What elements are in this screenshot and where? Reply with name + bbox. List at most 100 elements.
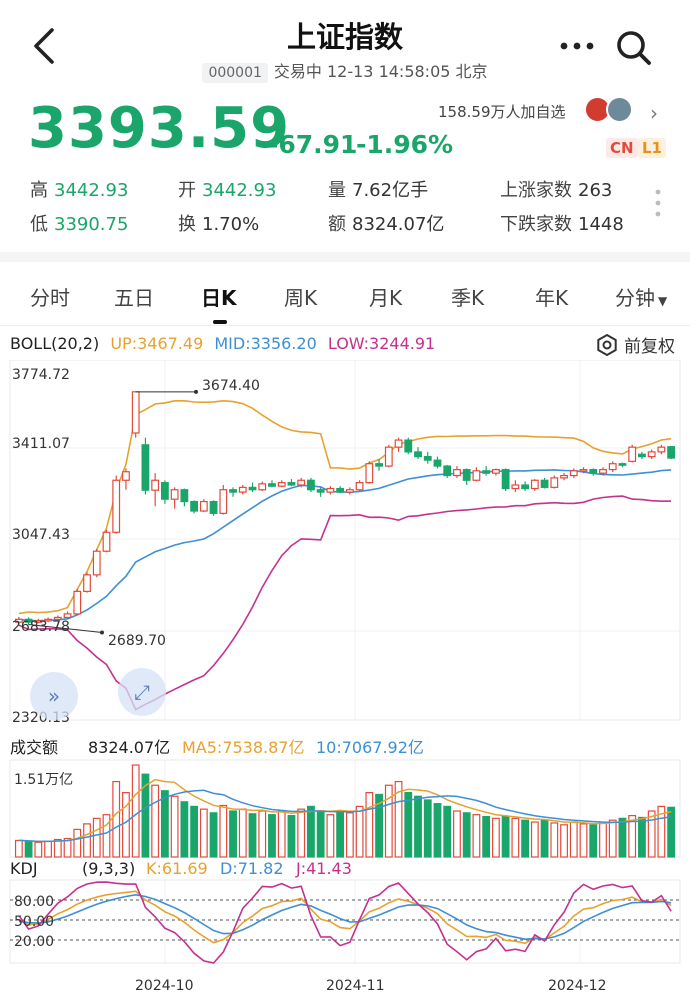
candle xyxy=(14,618,23,623)
min-price-label: 2689.70 xyxy=(108,633,166,649)
boll-legend[interactable]: BOLL(20,2) UP:3467.49 MID:3356.20 LOW:32… xyxy=(10,334,435,353)
volume-bar xyxy=(404,792,413,858)
tab-quarterly-k[interactable]: 季K xyxy=(451,286,485,310)
candle xyxy=(550,477,559,488)
back-arrow-icon[interactable] xyxy=(26,26,62,66)
boll-name: BOLL(20,2) xyxy=(10,334,100,353)
volume-bar xyxy=(44,840,52,858)
volume-bar xyxy=(316,810,325,858)
volume-ma5-line xyxy=(18,778,672,843)
kdj-k-line xyxy=(18,890,672,945)
volume-bar xyxy=(190,805,199,858)
volume-amount-value: 8324.07亿 xyxy=(88,738,170,757)
volume-bar xyxy=(63,838,72,858)
volume-bar xyxy=(131,764,140,858)
adjust-toggle[interactable]: 前复权 xyxy=(596,332,675,357)
followers-count[interactable]: 158.59万人加自选 xyxy=(438,103,566,121)
volume-bar xyxy=(550,822,559,858)
kline-chart[interactable]: 3774.72 3411.07 3047.43 2683.78 2320.13 … xyxy=(0,360,690,1000)
volume-bar xyxy=(248,813,257,858)
candle xyxy=(141,444,150,491)
tab-five-day[interactable]: 五日 xyxy=(114,286,154,310)
candle xyxy=(83,574,91,593)
volume-bar xyxy=(375,793,383,858)
volume-bar xyxy=(102,814,111,858)
candle xyxy=(336,487,345,493)
volume-bar xyxy=(647,810,656,858)
period-tabs: 分时 五日 日K 周K 月K 季K 年K 分钟 ▼ xyxy=(0,270,690,324)
volume-bar xyxy=(569,821,578,858)
l1-quote-tag: L1 xyxy=(638,138,666,158)
candle xyxy=(34,620,43,623)
volume-bar xyxy=(336,810,345,858)
volume-bar xyxy=(579,823,588,858)
more-dots-icon[interactable] xyxy=(558,38,598,54)
candle xyxy=(375,463,383,467)
candle xyxy=(443,465,452,477)
expand-stats-icon[interactable] xyxy=(654,188,662,218)
x-tick-label: 2024-10 xyxy=(135,978,194,994)
candle xyxy=(209,500,218,514)
panel-frame xyxy=(9,759,681,858)
volume-bar xyxy=(199,808,208,858)
kdj-params: (9,3,3) xyxy=(82,859,135,878)
candle xyxy=(638,453,646,458)
volume-bar xyxy=(160,790,169,858)
y-tick-label: 3774.72 xyxy=(12,367,70,383)
candlestick-series xyxy=(14,389,676,635)
candle xyxy=(482,470,491,474)
kdj-j-value: J:41.43 xyxy=(295,859,352,878)
candle xyxy=(511,484,520,490)
volume-bar xyxy=(608,819,617,858)
tab-intraday[interactable]: 分时 xyxy=(30,286,70,310)
volume-bar xyxy=(453,810,461,858)
tab-monthly-k[interactable]: 月K xyxy=(369,286,403,310)
candle xyxy=(521,484,530,490)
candle xyxy=(433,459,442,467)
volume-bar xyxy=(482,815,491,858)
tab-yearly-k[interactable]: 年K xyxy=(535,286,569,310)
volume-bar xyxy=(24,840,33,858)
volume-bar xyxy=(589,824,598,858)
candle xyxy=(248,486,257,491)
volume-bar xyxy=(443,805,452,858)
volume-bar xyxy=(180,801,189,858)
fast-forward-icon[interactable]: » xyxy=(30,672,78,720)
active-tab-indicator xyxy=(213,320,227,324)
follower-avatars[interactable] xyxy=(584,96,642,124)
kdj-d-line xyxy=(18,893,672,941)
page-title: 上证指数 xyxy=(286,20,403,54)
boll-mid-line xyxy=(18,469,672,622)
chevron-right-icon[interactable]: › xyxy=(650,101,658,125)
adjust-label: 前复权 xyxy=(624,337,675,357)
candle xyxy=(73,590,82,615)
candle xyxy=(589,469,598,474)
volume-bar xyxy=(277,810,286,858)
search-icon[interactable] xyxy=(614,28,654,68)
volume-bar xyxy=(83,823,91,858)
y-tick-label: 3411.07 xyxy=(12,436,70,452)
volume-bar xyxy=(229,810,237,858)
boll-mid-value: MID:3356.20 xyxy=(214,334,317,353)
candle xyxy=(219,489,228,514)
tab-weekly-k[interactable]: 周K xyxy=(284,286,318,310)
volume-bar xyxy=(521,819,530,858)
volume-bar xyxy=(122,792,130,858)
tab-daily-k[interactable]: 日K xyxy=(201,286,237,310)
volume-bar xyxy=(238,808,247,858)
candle xyxy=(307,479,315,491)
kdj-k-value: K:61.69 xyxy=(146,859,208,878)
max-marker-dot xyxy=(194,389,198,394)
candle xyxy=(345,489,354,493)
volume-bar xyxy=(355,805,364,858)
max-price-label: 3674.40 xyxy=(202,378,260,394)
candle xyxy=(501,469,510,490)
candle xyxy=(53,616,62,620)
tab-minute[interactable]: 分钟 ▼ xyxy=(615,286,668,310)
candle xyxy=(258,483,267,491)
candle xyxy=(44,618,52,622)
expand-icon[interactable]: ⤢ xyxy=(118,668,166,716)
volume-bar xyxy=(618,817,627,858)
boll-low-value: LOW:3244.91 xyxy=(327,334,436,353)
kdj-d-value: D:71.82 xyxy=(220,859,284,878)
